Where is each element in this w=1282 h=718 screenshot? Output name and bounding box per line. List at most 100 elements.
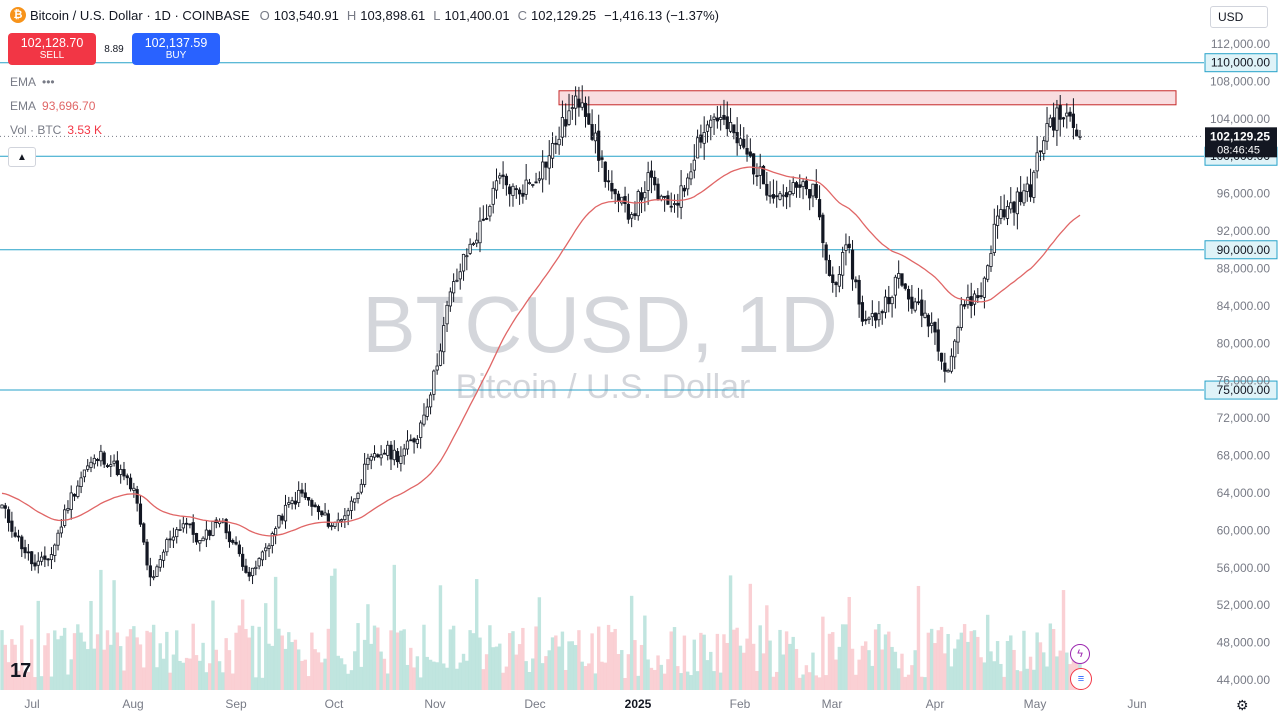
indicator-ema-2[interactable]: EMA 93,696.70 — [10, 99, 95, 113]
candle-body — [274, 528, 278, 536]
resistance-zone[interactable] — [558, 90, 1177, 106]
volume-bar — [504, 666, 509, 690]
indicator-ema-1[interactable]: EMA ••• — [10, 75, 55, 89]
volume-bar — [29, 639, 34, 690]
collapse-chevron-up-icon[interactable]: ▲ — [8, 147, 36, 167]
volume-bar — [323, 658, 327, 690]
candle-body — [39, 556, 44, 562]
volume-bar — [339, 658, 344, 690]
candle-body — [630, 214, 634, 219]
candle-body — [30, 551, 34, 565]
candle-body — [768, 194, 772, 197]
lightning-icon[interactable]: ϟ — [1070, 644, 1090, 664]
level-label: 75,000.00 — [1217, 383, 1271, 397]
volume-bar — [247, 637, 251, 690]
candle-body — [841, 252, 845, 276]
candle-body — [692, 159, 696, 171]
volume-bar — [448, 629, 453, 690]
sell-button[interactable]: 102,128.70 SELL — [8, 33, 96, 65]
candle-body — [425, 406, 429, 417]
candles — [0, 85, 1082, 587]
candle-body — [428, 394, 433, 408]
open-label: O — [259, 7, 270, 23]
volume-bar — [142, 667, 146, 690]
candle-body — [155, 566, 159, 577]
volume-bar — [95, 634, 100, 690]
symbol-title[interactable]: Bitcoin / U.S. Dollar · 1D · COINBASE — [30, 7, 250, 23]
us-flag-icon[interactable]: ≡ — [1070, 668, 1092, 690]
volume-bar — [366, 604, 370, 690]
candle-body — [241, 553, 245, 567]
time-tick-label: Dec — [524, 697, 545, 711]
volume-bar — [49, 676, 54, 690]
buy-price: 102,137.59 — [144, 35, 208, 50]
currency-select[interactable]: USD — [1210, 6, 1268, 28]
time-axis: Jul Aug Sep Oct Nov Dec 2025 Feb Mar Apr May Jun — [24, 697, 1146, 711]
volume-bar — [850, 648, 855, 690]
candle-body — [837, 274, 841, 287]
volume-bar — [570, 641, 575, 690]
volume-bar — [184, 657, 189, 690]
candle-body — [353, 498, 357, 503]
volume-bar — [125, 636, 129, 690]
candle-body — [939, 352, 944, 362]
volume-bar — [517, 644, 522, 690]
volume-bar — [827, 633, 832, 690]
candle-body — [748, 151, 752, 157]
ema-1-more-icon[interactable]: ••• — [42, 75, 55, 89]
volume-bar — [204, 672, 209, 690]
candle-body — [626, 203, 630, 220]
volume-bar — [893, 651, 898, 690]
volume-bar — [748, 583, 753, 690]
time-tick-label: 2025 — [625, 697, 652, 711]
volume-bar — [676, 666, 680, 690]
settings-gear-icon[interactable]: ⚙ — [1236, 697, 1249, 713]
volume-bar — [521, 627, 525, 690]
volume-bar — [699, 632, 703, 690]
candle-body — [231, 540, 235, 543]
candle-body — [283, 504, 288, 522]
volume-bar — [270, 645, 275, 690]
candle-body — [761, 165, 766, 185]
candle-body — [13, 532, 17, 537]
candle-body — [600, 157, 604, 160]
volume-bar — [682, 635, 687, 690]
volume-bar — [435, 662, 439, 690]
volume-bar — [43, 645, 47, 690]
volume-bar — [475, 579, 479, 690]
candle-body — [646, 172, 650, 191]
volume-bar — [372, 625, 377, 690]
volume-bar — [794, 648, 799, 690]
candle-body — [860, 302, 865, 322]
volume-bar — [857, 659, 861, 690]
time-tick-label: Oct — [325, 697, 344, 711]
volume-bar — [1018, 671, 1023, 690]
candle-body — [735, 132, 739, 144]
candle-body — [531, 184, 535, 186]
candle-body — [606, 180, 611, 183]
candle-body — [926, 314, 930, 327]
volume-bar — [610, 632, 614, 690]
volume-bar — [620, 650, 624, 690]
candle-body — [956, 327, 960, 343]
candle-body — [946, 370, 950, 373]
candle-body — [20, 536, 24, 550]
indicator-volume[interactable]: Vol · BTC 3.53 K — [10, 123, 102, 137]
candle-body — [732, 124, 736, 134]
volume-bar — [471, 633, 476, 690]
spread-value: 8.89 — [104, 43, 124, 55]
tradingview-logo-icon[interactable]: 17 — [10, 660, 31, 682]
candle-body — [999, 209, 1003, 219]
volume-bar — [831, 632, 835, 690]
candle-body — [102, 452, 106, 465]
volume-bar — [287, 632, 291, 690]
volume-bar — [613, 628, 617, 690]
candle-body — [79, 477, 83, 487]
candle-body — [933, 321, 937, 333]
candle-body — [537, 178, 541, 181]
buy-button[interactable]: 102,137.59 BUY — [132, 33, 220, 65]
candle-body — [1002, 209, 1006, 218]
candle-body — [699, 134, 703, 143]
candle-body — [745, 148, 749, 155]
